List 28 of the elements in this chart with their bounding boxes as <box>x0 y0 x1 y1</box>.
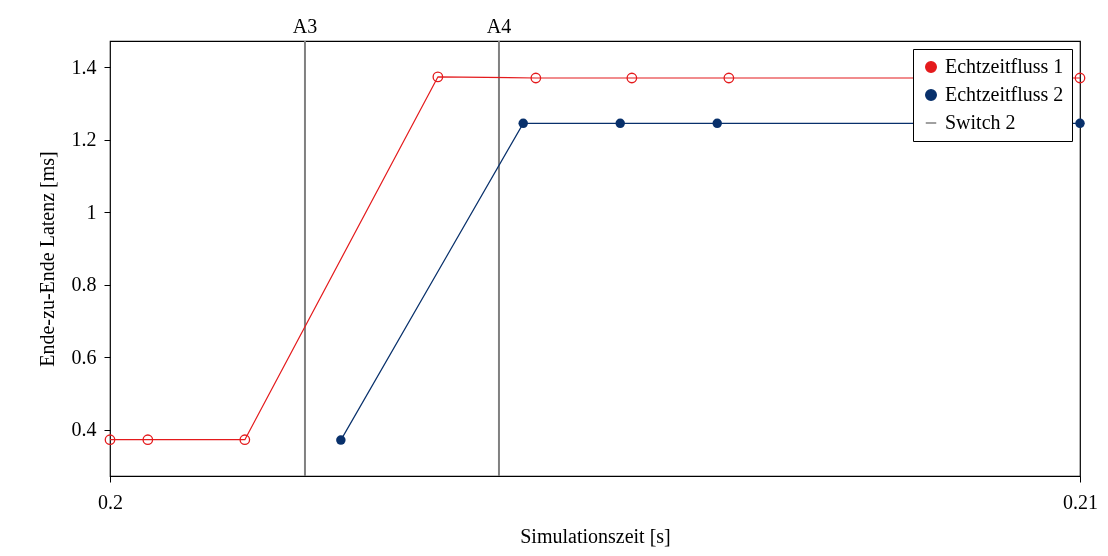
legend-label: Echtzeitfluss 2 <box>945 83 1064 105</box>
x-tick-label: 0.21 <box>1063 490 1098 513</box>
point <box>432 71 444 83</box>
point <box>1075 118 1085 129</box>
y-tick-label: 0.4 <box>71 418 97 441</box>
ref-line-label: A3 <box>292 15 318 37</box>
ref-line-label: A4 <box>486 15 512 37</box>
annotation: Switch 2 <box>945 111 1016 133</box>
y-tick-label: 1 <box>86 200 97 223</box>
point <box>723 72 735 84</box>
point <box>626 72 638 84</box>
y-axis-title: Ende-zu-Ende Latenz [ms] <box>35 151 58 367</box>
x-axis-title: Simulationszeit [s] <box>520 524 671 547</box>
y-tick-label: 1.4 <box>71 55 97 78</box>
point <box>530 72 542 84</box>
y-tick-label: 0.8 <box>71 273 97 296</box>
point <box>142 434 154 446</box>
point <box>615 118 625 129</box>
point <box>518 118 528 129</box>
point <box>104 434 116 446</box>
point <box>336 435 346 445</box>
point <box>239 434 251 446</box>
point <box>1074 72 1086 84</box>
x-tick-label: 0.2 <box>98 490 123 513</box>
point <box>712 118 722 129</box>
y-tick-label: 1.2 <box>71 128 97 151</box>
y-tick-label: 0.6 <box>71 345 97 368</box>
legend-label: Echtzeitfluss 1 <box>945 55 1064 77</box>
